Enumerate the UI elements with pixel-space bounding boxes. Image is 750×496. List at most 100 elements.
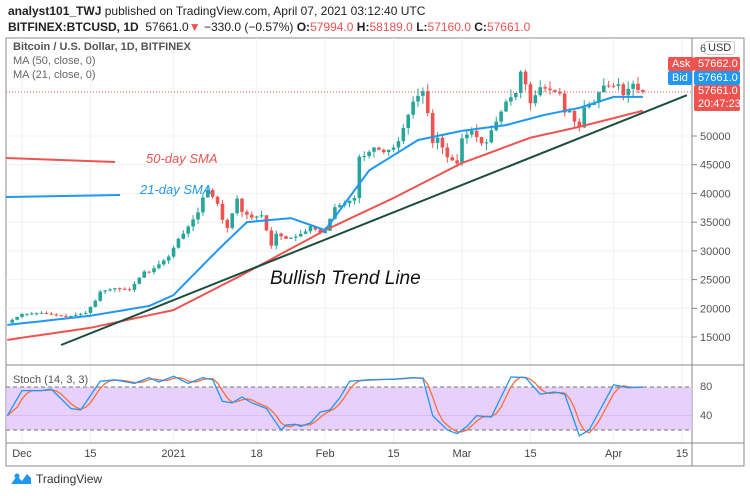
- candle-body: [132, 283, 137, 290]
- candle-body: [279, 233, 283, 237]
- candle-body: [406, 114, 411, 128]
- y-tick-label: 15000: [700, 332, 731, 344]
- last-price: 57661.0: [145, 20, 189, 34]
- candle-body: [435, 137, 440, 143]
- candle-body: [357, 156, 362, 199]
- candle-body: [430, 113, 435, 143]
- candle-body: [245, 211, 249, 215]
- candle-body: [509, 97, 513, 102]
- candle-body: [157, 264, 161, 269]
- candle-body: [122, 288, 127, 290]
- candle-body: [113, 288, 117, 290]
- candle-body: [289, 237, 293, 239]
- candle-body: [504, 101, 508, 112]
- candle-body: [78, 313, 83, 315]
- author: analyst101_TWJ: [8, 4, 102, 18]
- candle-body: [142, 271, 147, 278]
- x-tick-label: Dec: [12, 448, 32, 460]
- candle-body: [396, 141, 401, 148]
- candle-body: [553, 90, 557, 92]
- candle-body: [98, 291, 103, 301]
- axis-label-partial: 6: [700, 43, 707, 55]
- candle-body: [479, 137, 484, 144]
- published-text: published on TradingView.com, April 07, …: [104, 4, 426, 18]
- candle-body: [303, 231, 308, 234]
- currency-button[interactable]: USD: [704, 41, 736, 55]
- trend-line-annotation: Bullish Trend Line: [270, 268, 421, 289]
- candle-body: [259, 215, 264, 217]
- candle-body: [83, 312, 88, 314]
- tradingview-logo-icon: [11, 473, 31, 484]
- candle-body: [465, 134, 469, 139]
- candle-body: [489, 130, 494, 143]
- candle-body: [611, 85, 616, 87]
- tradingview-logo[interactable]: TradingView: [10, 472, 102, 486]
- candle-body: [557, 91, 562, 94]
- candle-body: [621, 84, 626, 96]
- candle-body: [333, 207, 337, 219]
- trend-line: [60, 94, 688, 346]
- candle-body: [176, 238, 181, 248]
- candle-body: [386, 149, 391, 153]
- candle-body: [631, 83, 635, 89]
- candle-body: [460, 138, 464, 164]
- chart-frame: [5, 37, 745, 467]
- publish-info: analyst101_TWJ published on TradingView.…: [8, 4, 425, 18]
- x-tick-label: 15: [84, 448, 96, 460]
- candle-body: [230, 213, 235, 228]
- candle-body: [367, 151, 371, 157]
- candle-body: [34, 313, 39, 315]
- candle-body: [601, 85, 606, 93]
- candle-body: [205, 189, 210, 198]
- candle-body: [421, 91, 425, 96]
- y-tick-label: 20000: [700, 303, 731, 315]
- last-price-label: 57661.0 20:47:23: [694, 85, 741, 111]
- open-label: O:: [296, 20, 311, 34]
- candle-body: [196, 212, 200, 220]
- candle-body: [249, 214, 254, 218]
- x-tick-label: 2021: [161, 448, 185, 460]
- candle-body: [567, 110, 572, 113]
- candle-body: [235, 198, 239, 214]
- candle-body: [171, 247, 176, 257]
- x-tick-label: 15: [676, 448, 688, 460]
- candle-body: [44, 312, 49, 314]
- candle-body: [416, 95, 420, 102]
- sma21-annotation: 21-day SMA: [140, 182, 212, 197]
- candle-body: [210, 189, 215, 197]
- high-value: 58189.0: [369, 20, 413, 34]
- candle-body: [626, 88, 631, 96]
- x-tick-label: 15: [387, 448, 399, 460]
- candle-body: [474, 130, 479, 138]
- candle-body: [308, 226, 313, 232]
- candle-body: [186, 226, 191, 234]
- candle-body: [450, 157, 455, 161]
- candle-body: [606, 85, 611, 87]
- candle-body: [73, 314, 78, 316]
- candle-body: [215, 196, 220, 204]
- x-tick-label: Apr: [605, 448, 622, 460]
- candle-body: [39, 312, 44, 314]
- candle-body: [572, 110, 577, 122]
- candle-body: [25, 313, 29, 315]
- candle-body: [523, 71, 528, 85]
- candle-body: [381, 149, 386, 153]
- sma50-annotation-line: [5, 157, 116, 163]
- candle-body: [337, 205, 342, 208]
- stoch-k-line: [6, 375, 643, 437]
- candle-body: [484, 142, 489, 144]
- stoch-tick-80: 80: [700, 381, 713, 393]
- chart-title: Bitcoin / U.S. Dollar, 1D, BITFINEX: [13, 41, 191, 53]
- sma21-annotation-line: [5, 194, 121, 198]
- bid-price: 57661.0: [694, 71, 740, 85]
- candle-body: [166, 256, 171, 261]
- candle-body: [597, 92, 601, 103]
- candle-body: [191, 219, 195, 227]
- candle-body: [469, 130, 474, 135]
- candle-body: [137, 277, 142, 284]
- ask-price: 57662.0: [694, 57, 740, 71]
- candle-body: [93, 300, 98, 307]
- candle-body: [440, 137, 445, 148]
- candle-body: [425, 91, 430, 114]
